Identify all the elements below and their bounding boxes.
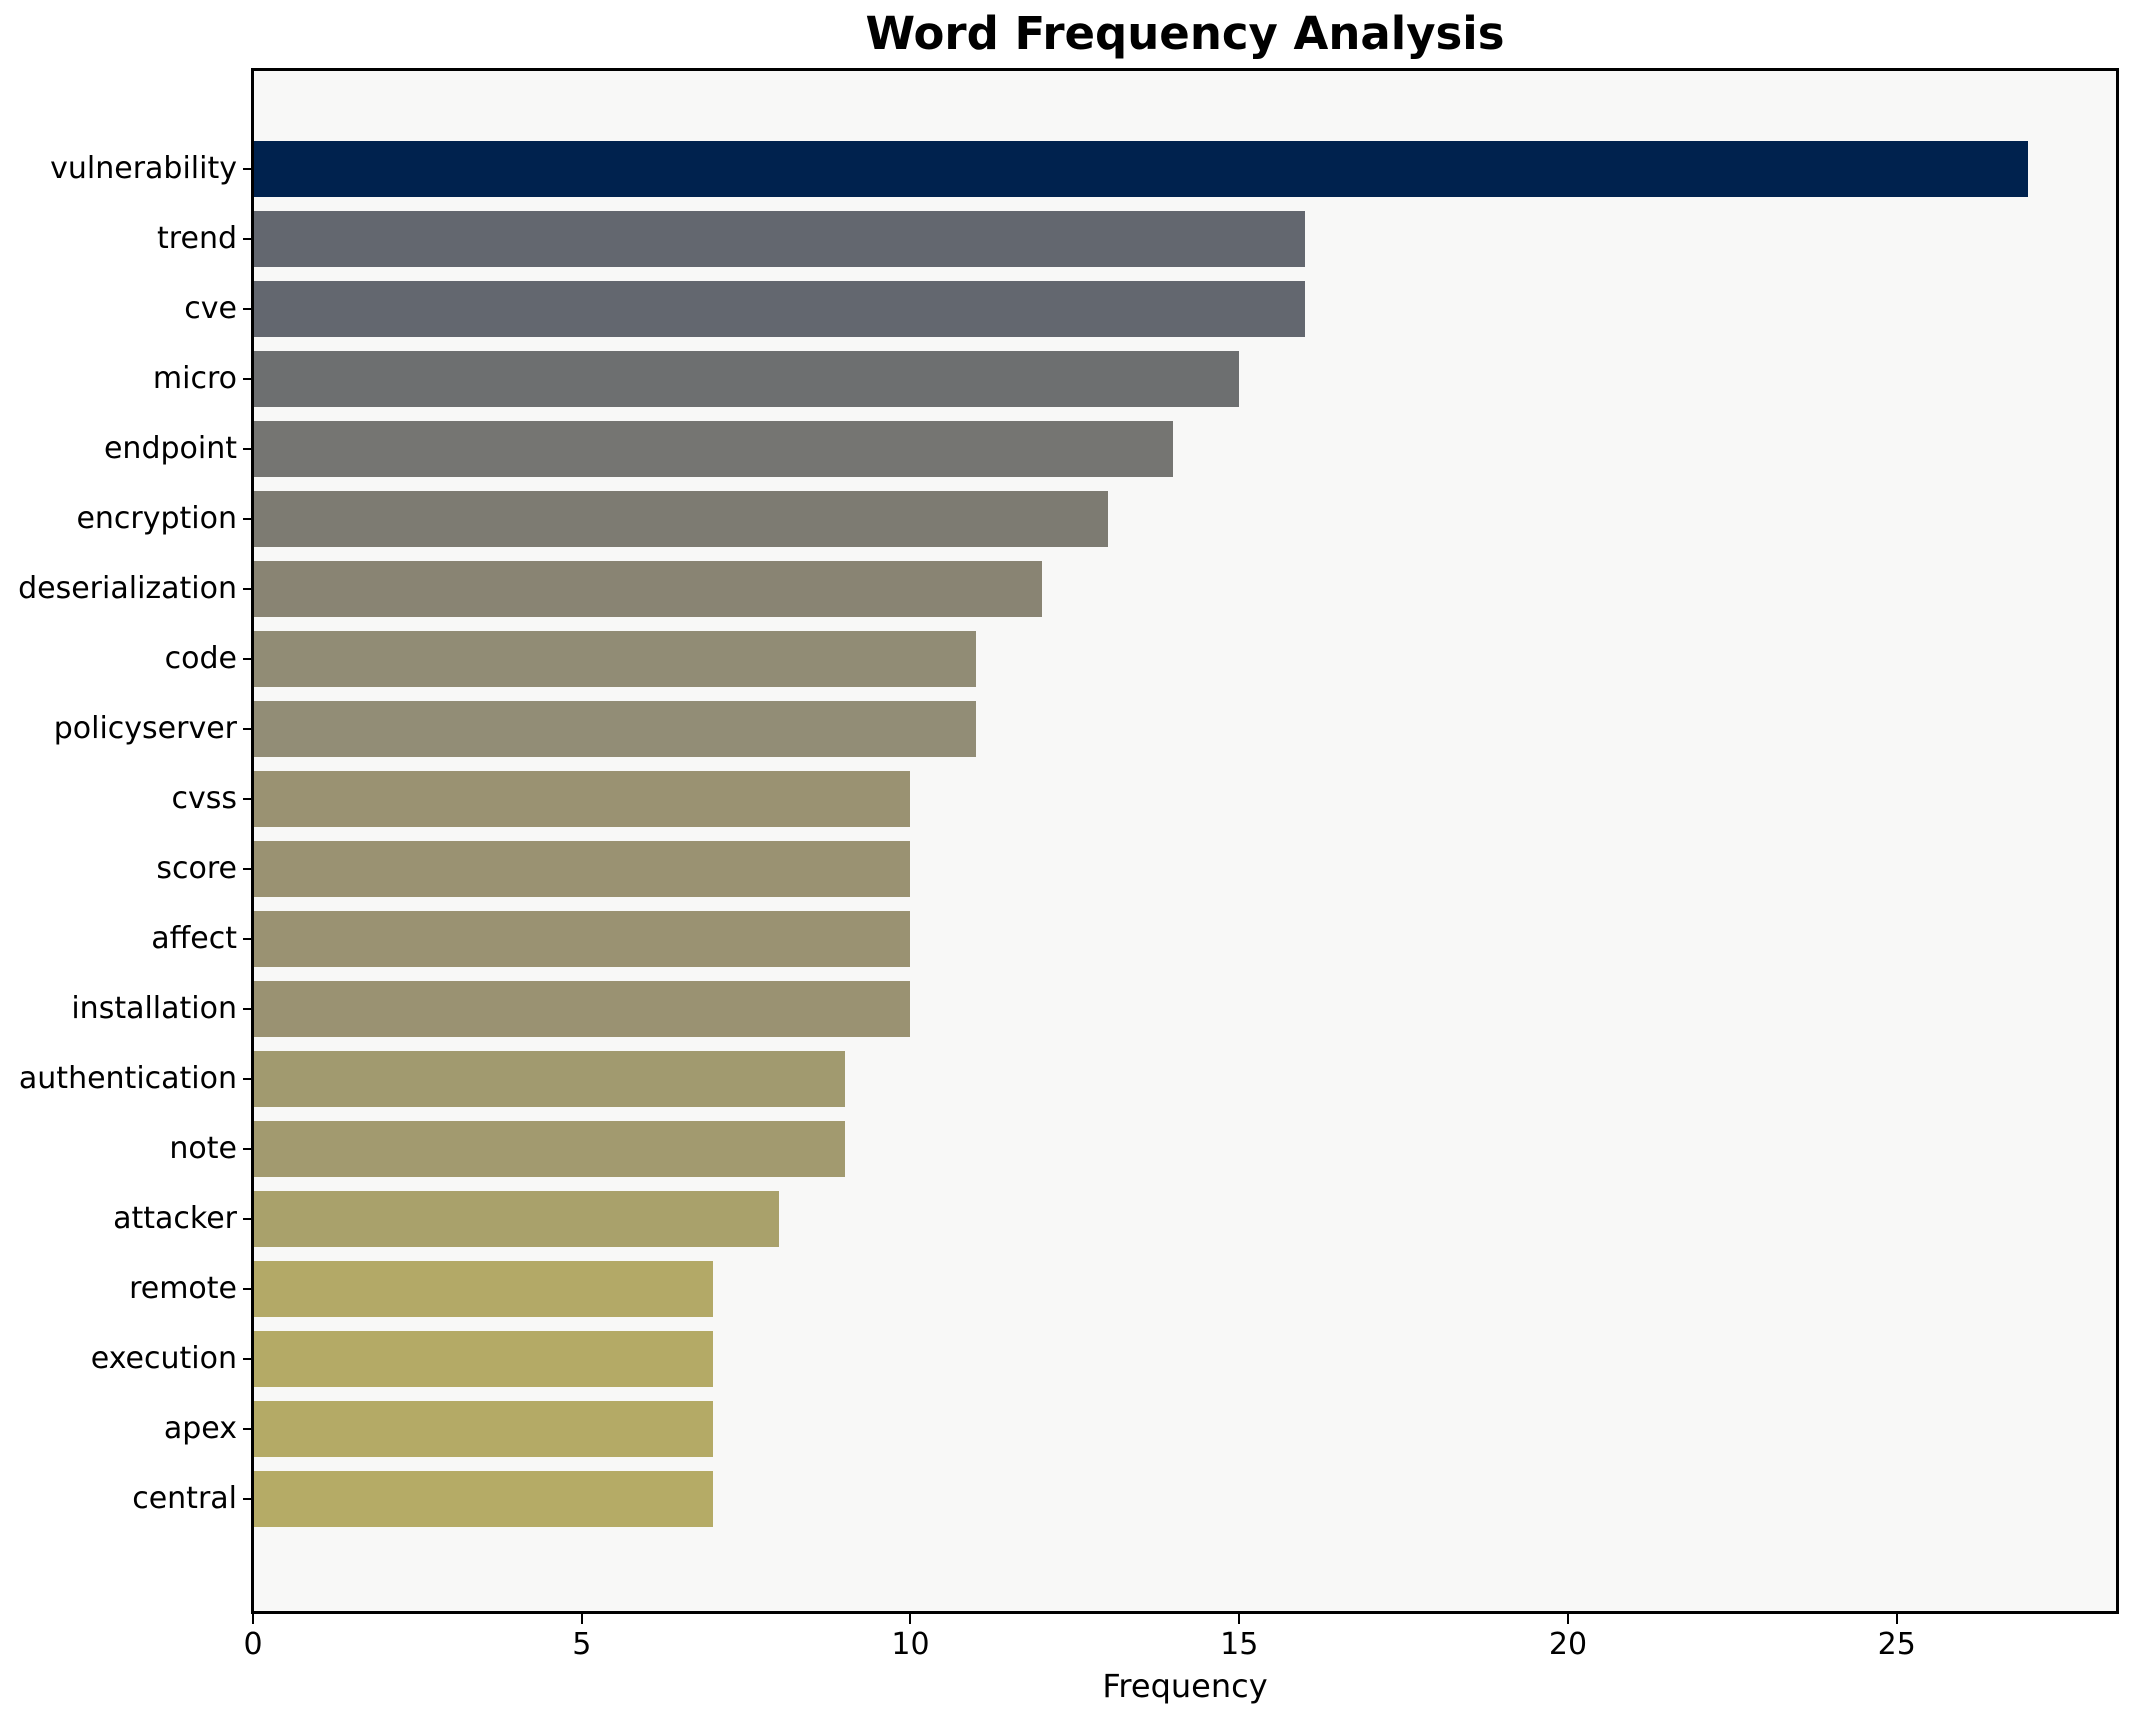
y-tick-label-micro: micro [152,361,237,396]
y-tick-label-score: score [156,851,237,886]
y-tick-label-trend: trend [157,221,237,256]
y-tick-label-central: central [132,1481,237,1516]
bar-vulnerability [253,141,2028,197]
y-tick-label-note: note [169,1131,237,1166]
y-tick-mark [243,1498,253,1500]
y-tick-mark [243,588,253,590]
y-tick-label-affect: affect [151,921,237,956]
bar-installation [253,981,910,1037]
y-tick-mark [243,1218,253,1220]
top-spine [251,68,2119,71]
y-tick-mark [243,1148,253,1150]
bar-central [253,1471,713,1527]
y-tick-label-deserialization: deserialization [18,571,237,606]
bar-micro [253,351,1239,407]
y-tick-label-execution: execution [90,1341,237,1376]
y-tick-mark [243,938,253,940]
y-tick-label-apex: apex [163,1411,237,1446]
y-tick-mark [243,518,253,520]
bar-deserialization [253,561,1042,617]
y-tick-mark [243,308,253,310]
bar-encryption [253,491,1108,547]
x-tick-label-10: 10 [891,1627,930,1662]
bar-note [253,1121,845,1177]
y-tick-label-cvss: cvss [171,781,237,816]
x-tick-label-0: 0 [243,1627,263,1662]
y-tick-mark [243,728,253,730]
y-tick-label-encryption: encryption [76,501,237,536]
x-axis-title: Frequency [1102,1667,1268,1705]
y-tick-label-code: code [164,641,237,676]
x-tick-label-15: 15 [1220,1627,1259,1662]
bar-score [253,841,910,897]
bar-attacker [253,1191,779,1247]
y-tick-label-policyserver: policyserver [53,711,237,746]
y-tick-mark [243,1078,253,1080]
y-tick-label-endpoint: endpoint [103,431,237,466]
y-tick-mark [243,1288,253,1290]
bar-code [253,631,976,687]
y-tick-label-cve: cve [184,291,237,326]
y-tick-mark [243,448,253,450]
y-tick-mark [243,378,253,380]
bar-endpoint [253,421,1173,477]
bar-apex [253,1401,713,1457]
right-spine [2116,68,2119,1614]
bottom-spine [251,1611,2119,1614]
y-tick-label-installation: installation [71,991,237,1026]
bar-authentication [253,1051,845,1107]
bar-trend [253,211,1305,267]
y-tick-mark [243,658,253,660]
x-tick-label-5: 5 [572,1627,592,1662]
x-tick-mark [1238,1614,1241,1624]
bar-cvss [253,771,910,827]
x-tick-mark [252,1614,254,1624]
y-tick-mark [243,868,253,870]
bar-policyserver [253,701,976,757]
bar-execution [253,1331,713,1387]
x-tick-label-20: 20 [1548,1627,1588,1662]
y-tick-mark [243,1008,253,1010]
x-tick-mark [909,1614,912,1624]
y-tick-mark [243,1358,253,1360]
y-tick-label-authentication: authentication [18,1061,237,1096]
left-spine [251,68,254,1614]
x-tick-mark [1895,1614,1898,1624]
bar-remote [253,1261,713,1317]
y-tick-mark [243,1428,253,1430]
chart-title: Word Frequency Analysis [865,7,1505,60]
y-tick-mark [243,168,253,170]
y-tick-label-remote: remote [129,1271,237,1306]
x-tick-mark [1566,1614,1569,1624]
bar-affect [253,911,910,967]
y-tick-label-vulnerability: vulnerability [50,151,237,186]
x-tick-mark [580,1614,583,1624]
x-tick-label-25: 25 [1877,1627,1916,1662]
y-tick-label-attacker: attacker [113,1201,237,1236]
bar-cve [253,281,1305,337]
y-tick-mark [243,798,253,800]
y-tick-mark [243,238,253,240]
